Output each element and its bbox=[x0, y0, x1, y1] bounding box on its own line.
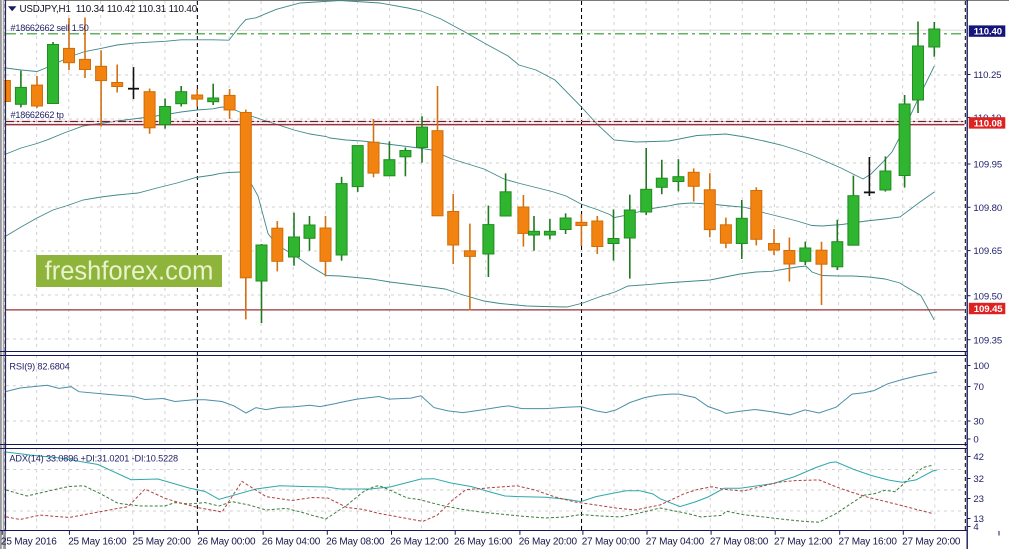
svg-text:27 May 16:00: 27 May 16:00 bbox=[839, 537, 898, 548]
svg-text:4: 4 bbox=[973, 522, 979, 533]
svg-text:25 May 2016: 25 May 2016 bbox=[1, 537, 57, 548]
svg-text:26 May 16:00: 26 May 16:00 bbox=[454, 537, 513, 548]
svg-text:26 May 08:00: 26 May 08:00 bbox=[326, 537, 385, 548]
svg-text:26 May 00:00: 26 May 00:00 bbox=[197, 537, 256, 548]
svg-text:25 May 20:00: 25 May 20:00 bbox=[133, 537, 192, 548]
svg-text:27 May 08:00: 27 May 08:00 bbox=[710, 537, 769, 548]
svg-text:23: 23 bbox=[973, 494, 983, 505]
svg-text:ADX(14) 33.0896 +DI:31.0201 -D: ADX(14) 33.0896 +DI:31.0201 -DI:10.5228 bbox=[9, 454, 178, 464]
svg-text:#18662662 tp: #18662662 tp bbox=[11, 110, 64, 120]
svg-text:109.50: 109.50 bbox=[973, 291, 1002, 302]
svg-text:109.35: 109.35 bbox=[973, 335, 1002, 346]
svg-text:0: 0 bbox=[973, 435, 978, 446]
svg-text:27 May 20:00: 27 May 20:00 bbox=[902, 537, 961, 548]
svg-text:RSI(9) 82.6804: RSI(9) 82.6804 bbox=[9, 362, 69, 372]
svg-text:#18662662 sell 1.50: #18662662 sell 1.50 bbox=[11, 23, 89, 33]
svg-text:100: 100 bbox=[973, 361, 989, 372]
svg-text:70: 70 bbox=[973, 382, 983, 393]
svg-text:27 May 04:00: 27 May 04:00 bbox=[646, 537, 705, 548]
svg-text:26 May 12:00: 26 May 12:00 bbox=[390, 537, 449, 548]
svg-text:109.95: 109.95 bbox=[973, 160, 1002, 171]
svg-text:freshforex.com: freshforex.com bbox=[45, 258, 214, 286]
svg-text:25 May 16:00: 25 May 16:00 bbox=[68, 537, 127, 548]
svg-text:27 May 00:00: 27 May 00:00 bbox=[582, 537, 641, 548]
svg-text:32: 32 bbox=[973, 474, 983, 485]
svg-text:110.25: 110.25 bbox=[973, 70, 1001, 81]
svg-text:26 May 20:00: 26 May 20:00 bbox=[519, 537, 578, 548]
svg-text:USDJPY,H1 110.34 110.42 110.3: USDJPY,H1 110.34 110.42 110.31 110.40 bbox=[20, 4, 198, 15]
svg-text:109.65: 109.65 bbox=[973, 246, 1002, 257]
svg-text:27 May 12:00: 27 May 12:00 bbox=[774, 537, 833, 548]
svg-text:30: 30 bbox=[973, 417, 983, 428]
svg-text:109.45: 109.45 bbox=[974, 304, 1004, 315]
svg-text:109.80: 109.80 bbox=[973, 203, 1002, 214]
svg-text:26 May 04:00: 26 May 04:00 bbox=[262, 537, 321, 548]
svg-text:42: 42 bbox=[973, 452, 983, 463]
svg-text:110.40: 110.40 bbox=[974, 27, 1002, 38]
svg-text:13: 13 bbox=[973, 514, 983, 525]
svg-text:110.08: 110.08 bbox=[974, 118, 1003, 129]
